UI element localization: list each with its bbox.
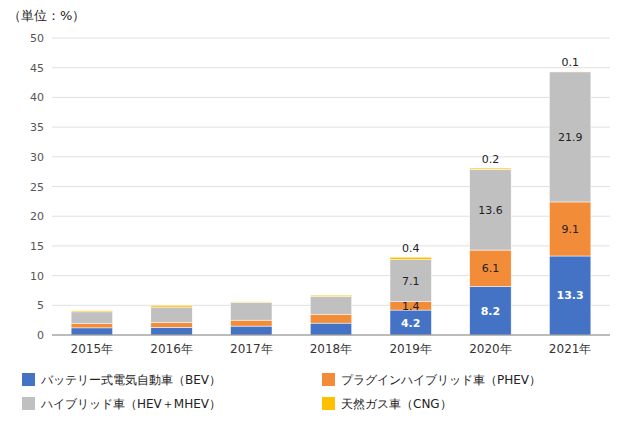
grid-line bbox=[52, 127, 610, 128]
grid-line bbox=[52, 38, 610, 39]
legend-label: プラグインハイブリッド車（PHEV） bbox=[341, 373, 541, 387]
legend-swatch bbox=[22, 397, 35, 410]
grid-line bbox=[52, 275, 610, 276]
bar-segment bbox=[231, 320, 272, 326]
chart: （単位：%） 0 5 10 15 20 25 30 35 40 45 50 4.2 8.2 13.3 1.4 6… bbox=[0, 0, 627, 444]
bar-segment bbox=[151, 323, 192, 328]
y-tick-label: 10 bbox=[30, 270, 44, 283]
legend-swatch bbox=[322, 397, 335, 410]
bars bbox=[71, 71, 591, 335]
data-label: 13.6 bbox=[478, 204, 503, 217]
data-label: 8.2 bbox=[481, 305, 501, 318]
data-label: 1.4 bbox=[402, 300, 420, 313]
data-label: 0.2 bbox=[482, 153, 500, 166]
x-tick-label: 2017年 bbox=[230, 342, 273, 356]
x-tick-label: 2021年 bbox=[549, 342, 592, 356]
bar-segment bbox=[310, 296, 351, 314]
bar-segment bbox=[549, 71, 590, 73]
legend-label: バッテリー式電気自動車（BEV） bbox=[40, 373, 221, 387]
data-label: 6.1 bbox=[482, 262, 500, 275]
grid-line bbox=[52, 216, 610, 217]
y-tick-label: 25 bbox=[30, 181, 44, 194]
x-tick-label: 2020年 bbox=[469, 342, 512, 356]
legend-label: 天然ガス車（CNG） bbox=[341, 397, 452, 411]
bar-segment bbox=[231, 302, 272, 320]
bar-segment bbox=[390, 310, 431, 335]
bar-segment bbox=[71, 312, 112, 324]
bar-segment bbox=[310, 314, 351, 323]
x-axis-line bbox=[52, 335, 610, 336]
bar-segment bbox=[549, 256, 590, 335]
legend-swatch bbox=[322, 373, 335, 386]
bar-segment bbox=[231, 301, 272, 303]
bar-segment bbox=[390, 257, 431, 259]
y-tick-label: 20 bbox=[30, 210, 44, 223]
grid-line bbox=[52, 97, 610, 98]
y-tick-label: 30 bbox=[30, 151, 44, 164]
data-label: 0.4 bbox=[402, 242, 420, 255]
grid-line bbox=[52, 156, 610, 157]
bar-segment bbox=[310, 295, 351, 296]
bar-segment bbox=[310, 323, 351, 335]
x-tick-label: 2019年 bbox=[389, 342, 432, 356]
bar-segment bbox=[151, 327, 192, 335]
bar-segment bbox=[71, 311, 112, 312]
bar-segment bbox=[390, 260, 431, 302]
data-label: 21.9 bbox=[558, 131, 583, 144]
data-label: 0.1 bbox=[561, 56, 579, 69]
legend-swatch bbox=[22, 373, 35, 386]
grid-line bbox=[52, 245, 610, 246]
grid-line bbox=[52, 67, 610, 68]
bar-segment bbox=[470, 169, 511, 250]
y-tick-label: 35 bbox=[30, 121, 44, 134]
data-label: 9.1 bbox=[561, 223, 579, 236]
y-tick-label: 15 bbox=[30, 240, 44, 253]
bar-segment bbox=[231, 326, 272, 335]
y-tick-label: 40 bbox=[30, 91, 44, 104]
bar-segment bbox=[470, 250, 511, 286]
grid bbox=[52, 38, 610, 335]
bar-segment bbox=[71, 324, 112, 328]
data-label: 7.1 bbox=[402, 275, 420, 288]
data-labels: 4.2 8.2 13.3 1.4 6.1 9.1 7.1 13.6 21.9 0.4 0.2 0.1 bbox=[401, 56, 584, 329]
legend-label: ハイブリッド車（HEV＋MHEV） bbox=[40, 397, 221, 411]
y-tick-label: 5 bbox=[37, 299, 44, 312]
bar-segment bbox=[549, 202, 590, 256]
grid-line bbox=[52, 186, 610, 187]
y-tick-label: 45 bbox=[30, 62, 44, 75]
x-tick-label: 2018年 bbox=[310, 342, 353, 356]
x-tick-label: 2015年 bbox=[71, 342, 114, 356]
grid-line bbox=[52, 335, 610, 336]
title: （単位：%） bbox=[8, 8, 85, 23]
bar-segment bbox=[549, 72, 590, 202]
bar-segment bbox=[151, 305, 192, 307]
x-tick-label: 2016年 bbox=[150, 342, 193, 356]
legend: バッテリー式電気自動車（BEV） プラグインハイブリッド車（PHEV） ハイブリッド… bbox=[22, 373, 541, 411]
bar-segment bbox=[470, 168, 511, 169]
y-tick-label: 0 bbox=[37, 329, 44, 342]
data-label: 13.3 bbox=[557, 289, 584, 302]
bar-segment bbox=[470, 286, 511, 335]
y-tick-label: 50 bbox=[30, 32, 44, 45]
data-label: 4.2 bbox=[401, 317, 421, 330]
bar-segment bbox=[71, 328, 112, 335]
bar-segment bbox=[151, 307, 192, 322]
